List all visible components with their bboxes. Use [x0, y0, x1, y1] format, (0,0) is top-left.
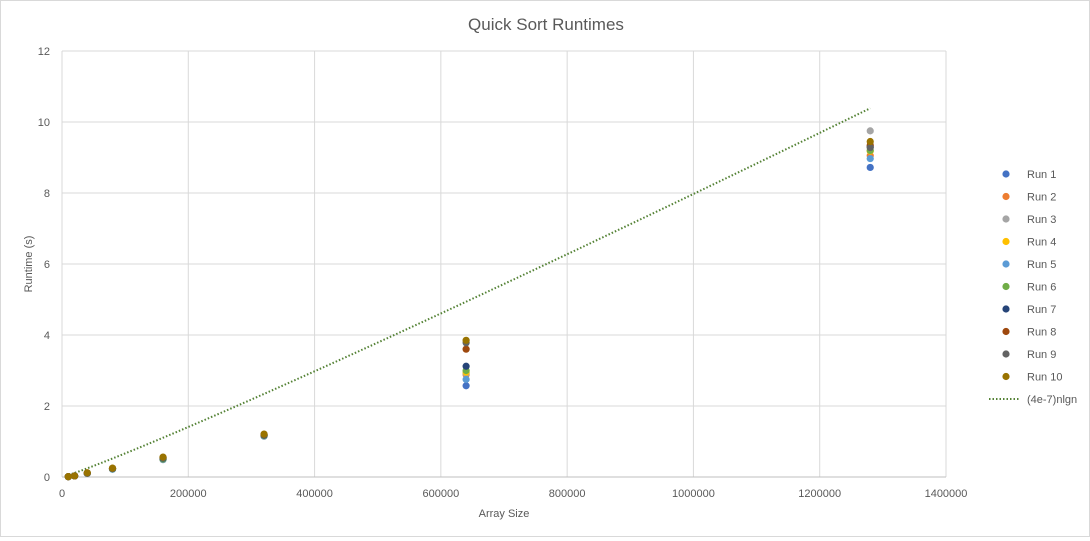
legend: Run 1 Run 2 Run 3 Run 4 Run 5 Run 6 Run 7 Run 8…: [989, 169, 1077, 406]
x-tick-label: 600000: [422, 488, 459, 500]
x-tick-label: 800000: [549, 488, 586, 500]
legend-marker: [1002, 350, 1010, 358]
legend-marker: [1002, 327, 1010, 336]
series-run-5: [64, 154, 874, 481]
x-tick-label: 200000: [170, 488, 207, 500]
y-tick-label: 2: [44, 401, 50, 413]
data-point: [83, 469, 91, 477]
data-point: [260, 430, 268, 438]
legend-item: Run 6: [1002, 282, 1056, 294]
legend-marker: [1002, 192, 1010, 201]
data-point: [71, 472, 79, 480]
legend-label: Run 2: [1027, 192, 1056, 204]
legend-label: Run 3: [1027, 214, 1056, 226]
data-point: [462, 345, 470, 353]
legend-item: Run 7: [1002, 304, 1056, 316]
legend-item: Run 3: [1002, 214, 1056, 226]
legend-marker: [1002, 372, 1010, 381]
legend-item-trendline: (4e-7)nlgn: [989, 394, 1077, 406]
legend-label: Run 9: [1027, 349, 1056, 361]
trendline-nlgn: [67, 107, 871, 477]
series-run-8: [64, 141, 874, 481]
series-run-4: [64, 147, 874, 481]
trendline-layer: [67, 107, 871, 477]
x-tick-label: 0: [59, 488, 65, 500]
series-run-7: [64, 143, 874, 481]
legend-marker: [1002, 215, 1010, 223]
legend-label: Run 1: [1027, 169, 1056, 181]
chart-title: Quick Sort Runtimes: [468, 15, 624, 34]
data-point: [866, 143, 874, 152]
legend-label: Run 6: [1027, 282, 1056, 294]
data-point: [462, 375, 470, 383]
legend-item: Run 5: [1002, 259, 1056, 271]
y-tick-label: 12: [38, 46, 50, 58]
legend-label: Run 10: [1027, 372, 1062, 384]
data-point: [866, 154, 874, 163]
y-tick-label: 8: [44, 188, 50, 200]
data-point: [108, 464, 117, 472]
series-run-2: [64, 152, 874, 481]
legend-marker: [1002, 305, 1010, 313]
data-point: [866, 163, 874, 172]
legend-item: Run 4: [1002, 237, 1056, 249]
data-point: [64, 473, 72, 481]
data-point: [462, 382, 470, 390]
data-point: [866, 127, 874, 135]
legend-item: Run 10: [1002, 372, 1062, 384]
x-tick-label: 1000000: [672, 488, 715, 500]
x-tick-label: 1400000: [925, 488, 968, 500]
data-point: [462, 336, 470, 344]
series-run-1: [64, 163, 874, 481]
data-point: [866, 137, 874, 146]
legend-item: Run 9: [1002, 349, 1056, 361]
y-tick-label: 10: [38, 117, 50, 129]
legend-marker: [1002, 282, 1010, 291]
legend-item: Run 8: [1002, 327, 1056, 339]
series-run-10: [64, 137, 874, 481]
legend-label: Run 8: [1027, 327, 1056, 339]
axes: 0 2 4 6 8 10 12 0 200000 400000 600000 800000 100000…: [38, 46, 968, 500]
y-tick-label: 6: [44, 259, 50, 271]
legend-label: Run 4: [1027, 237, 1056, 249]
x-tick-label: 1200000: [798, 488, 841, 500]
x-tick-label: 400000: [296, 488, 333, 500]
x-axis-label: Array Size: [479, 508, 530, 520]
gridlines: [61, 50, 947, 478]
legend-marker: [1002, 170, 1010, 178]
y-axis-label: Runtime (s): [23, 236, 35, 293]
data-point: [462, 362, 470, 370]
series-run-6: [64, 146, 874, 481]
legend-marker: [1002, 237, 1010, 246]
series-run-9: [64, 143, 874, 481]
y-tick-label: 4: [44, 330, 50, 342]
data-point: [159, 453, 167, 461]
legend-item: Run 1: [1002, 169, 1056, 181]
legend-label: Run 5: [1027, 259, 1056, 271]
data-points: [64, 127, 874, 481]
legend-label: Run 7: [1027, 304, 1056, 316]
legend-marker: [1002, 260, 1010, 268]
legend-item: Run 2: [1002, 192, 1056, 204]
legend-label: (4e-7)nlgn: [1027, 394, 1077, 406]
y-tick-label: 0: [44, 472, 50, 484]
